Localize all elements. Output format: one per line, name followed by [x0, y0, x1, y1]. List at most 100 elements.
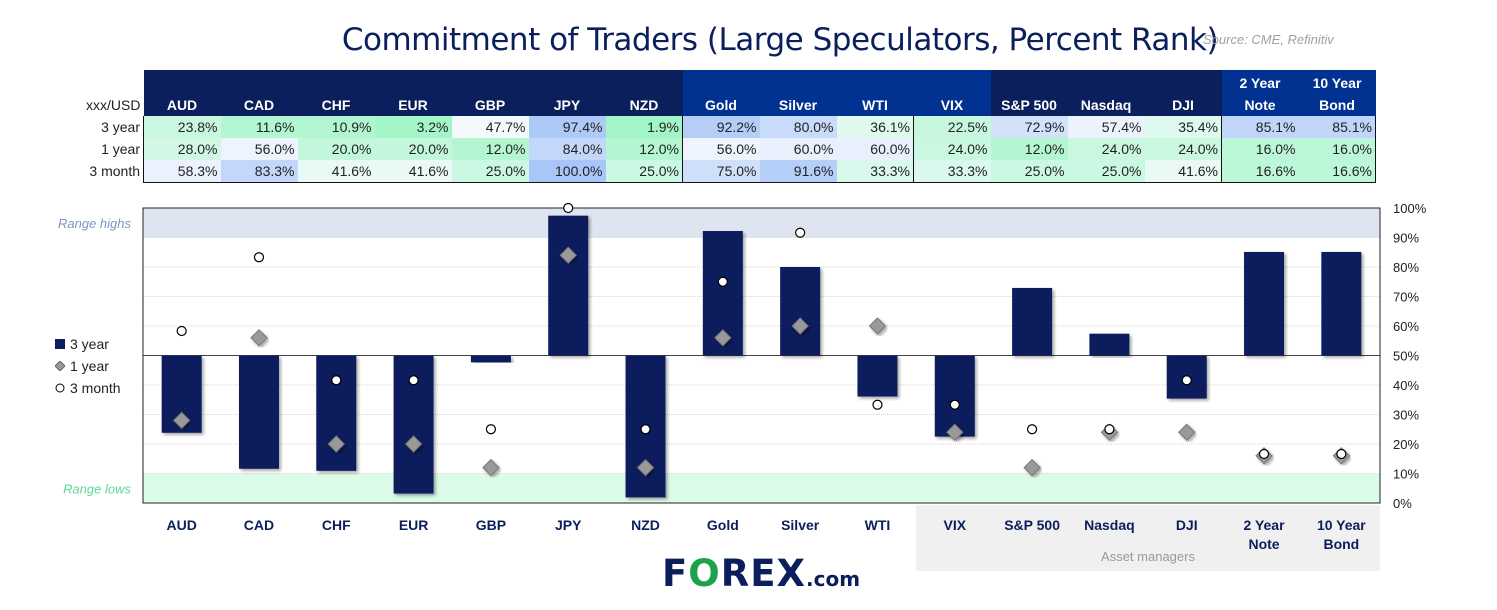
marker-3-month: [408, 375, 419, 386]
table-cell: 11.6%: [220, 116, 298, 138]
legend: 3 year 1 year 3 month: [55, 333, 121, 399]
chart-title: Commitment of Traders (Large Speculators…: [341, 22, 1219, 58]
column-header: CAD: [220, 70, 298, 116]
marker-1-year: [559, 246, 577, 264]
table-cell: 16.0%: [1298, 138, 1376, 160]
column-header-text: Bond: [1319, 97, 1355, 113]
x-tick-label: VIX: [943, 517, 966, 533]
column-header-text: Gold: [705, 97, 737, 113]
marker-1-year: [636, 458, 655, 477]
table-cell: 22.5%: [913, 116, 991, 138]
x-tick-label: 2 Year: [1244, 517, 1286, 533]
row-label: 1 year: [101, 141, 140, 157]
table-cell: 25.0%: [990, 160, 1068, 183]
y-tick-label: 40%: [1393, 378, 1419, 393]
marker-3-month: [1104, 424, 1115, 435]
bar-3-year: [316, 355, 357, 471]
column-header: Nasdaq: [1067, 70, 1145, 116]
legend-1-year: 1 year: [55, 355, 121, 377]
column-header-text: 10 Year: [1312, 75, 1362, 91]
asset-managers-panel: [916, 505, 1380, 571]
marker-1-year: [404, 435, 423, 453]
column-header: CHF: [297, 70, 375, 116]
marker-3-month: [872, 399, 883, 410]
marker-1-year: [791, 317, 809, 335]
column-header: 10 Year Bond: [1298, 70, 1376, 116]
marker-3-month: [1258, 448, 1270, 460]
x-tick-label: Nasdaq: [1084, 517, 1135, 533]
column-header-text: AUD: [166, 97, 198, 113]
row-label: 3 year: [101, 119, 140, 135]
legend-label: 3 year: [70, 336, 109, 352]
bar-3-year: [238, 355, 279, 469]
y-tick-label: 20%: [1393, 437, 1419, 452]
table-cell: 33.3%: [836, 160, 914, 183]
bar-3-year: [934, 355, 975, 437]
marker-1-year: [172, 411, 191, 430]
table-cell: 16.6%: [1221, 160, 1299, 183]
table-cell: 41.6%: [297, 160, 375, 183]
table-cell: 24.0%: [1144, 138, 1222, 160]
table-cell: 58.3%: [143, 160, 221, 183]
asset-managers-label: Asset managers: [1101, 549, 1195, 564]
plot-frame: [142, 207, 1381, 504]
column-header: EUR: [374, 70, 452, 116]
x-tick-label: NZD: [631, 517, 660, 533]
table-cell: 36.1%: [836, 116, 914, 138]
column-header: WTI: [836, 70, 914, 116]
forex-logo: FOREX.com: [662, 552, 861, 595]
table-cell: 56.0%: [220, 138, 298, 160]
x-tick-label: Gold: [707, 517, 739, 533]
bar-3-year: [1012, 287, 1053, 356]
marker-1-year: [1023, 458, 1041, 477]
x-tick-label: DJI: [1176, 517, 1198, 533]
table-row: 1 year 28.0% 56.0% 20.0% 20.0% 12.0% 84.0% 12.0…: [60, 138, 1376, 160]
column-header: GBP: [451, 70, 529, 116]
bar-3-year: [470, 355, 511, 363]
table-cell: 85.1%: [1298, 116, 1376, 138]
marker-3-month: [795, 227, 806, 238]
band-highs: [143, 208, 1380, 238]
table-cell: 41.6%: [374, 160, 452, 183]
table-cell: 60.0%: [836, 138, 914, 160]
column-header-text: Nasdaq: [1080, 97, 1132, 113]
column-header: 2 Year Note: [1221, 70, 1299, 116]
x-tick-label: 10 Year: [1317, 517, 1366, 533]
table-row: 3 year 23.8% 11.6% 10.9% 3.2% 47.7% 97.4% 1.9% 9…: [60, 116, 1376, 138]
y-tick-label: 10%: [1393, 467, 1419, 482]
x-tick-label: Silver: [781, 517, 820, 533]
marker-1-year: [868, 317, 887, 335]
table-cell: 1.9%: [605, 116, 683, 138]
table-cell: 28.0%: [143, 138, 221, 160]
table-row: 3 month 58.3% 83.3% 41.6% 41.6% 25.0% 100.0% 25…: [60, 160, 1376, 183]
table-cell: 25.0%: [451, 160, 529, 183]
x-tick-label: AUD: [166, 517, 196, 533]
bar-swatch-icon: [55, 339, 65, 349]
y-tick-label: 70%: [1393, 290, 1419, 305]
x-tick-label: Bond: [1323, 536, 1359, 552]
marker-1-year: [482, 458, 500, 477]
marker-3-month: [563, 202, 574, 214]
bar-3-year: [780, 267, 821, 356]
table-cell: 12.0%: [451, 138, 529, 160]
band-lows: [143, 473, 1380, 503]
column-header-text: S&P 500: [1001, 97, 1057, 113]
table-cell: 84.0%: [528, 138, 606, 160]
marker-3-month: [1026, 424, 1038, 435]
x-tick-label: WTI: [865, 517, 891, 533]
table-cell: 83.3%: [220, 160, 298, 183]
table-cell: 12.0%: [605, 138, 683, 160]
table-cell: 20.0%: [374, 138, 452, 160]
table-cell: 24.0%: [913, 138, 991, 160]
table-cell: 3.2%: [374, 116, 452, 138]
y-tick-label: 80%: [1393, 260, 1419, 275]
bar-3-year: [857, 355, 898, 397]
legend-label: 1 year: [70, 358, 109, 374]
marker-1-year: [714, 329, 732, 347]
y-tick-label: 60%: [1393, 319, 1419, 334]
column-header-text: VIX: [940, 97, 964, 113]
marker-3-month: [485, 424, 497, 435]
source-note: Source: CME, Refinitiv: [1203, 32, 1334, 47]
marker-3-month: [640, 424, 651, 435]
circle-icon: [55, 383, 65, 393]
